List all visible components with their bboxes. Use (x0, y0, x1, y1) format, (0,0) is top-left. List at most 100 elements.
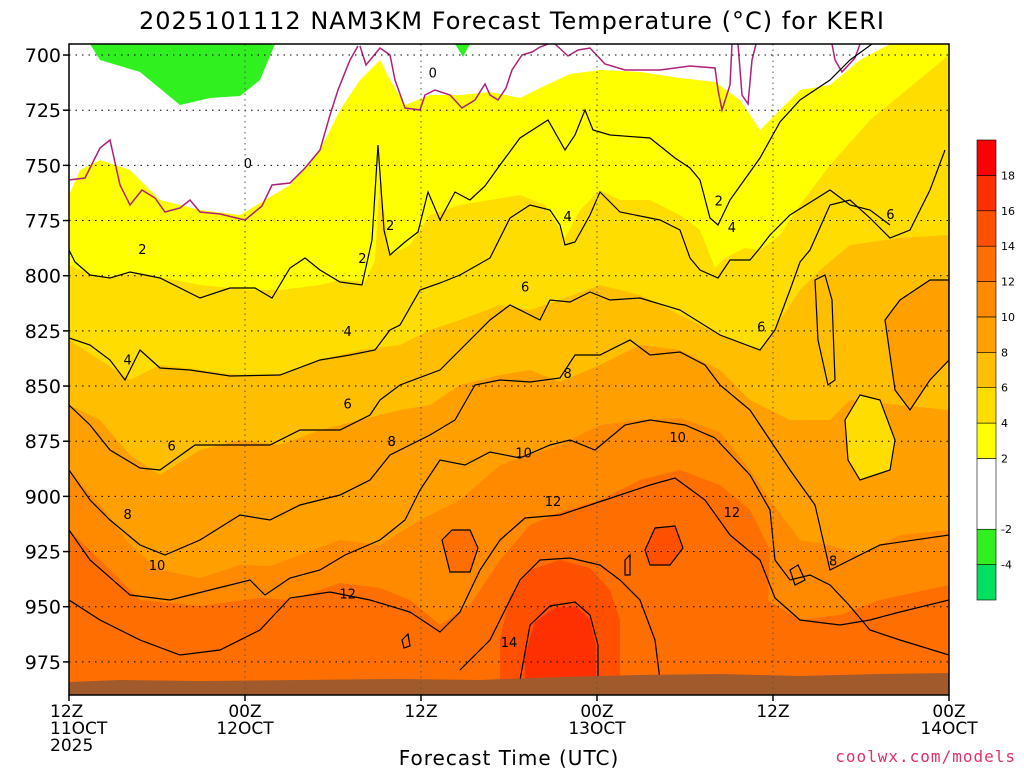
black-contours (69, 44, 949, 681)
contour-label: 4 (124, 354, 132, 369)
contour-10 (69, 419, 949, 656)
colorbar-tick-label: 4 (1001, 417, 1008, 430)
credit-text: coolwx.com/models (835, 747, 1016, 766)
y-tick-label: 700 (25, 45, 61, 67)
warm-cell-12-14 (645, 526, 683, 565)
contour-label: 6 (886, 208, 894, 223)
colorbar-swatch (976, 564, 997, 601)
colorbar-swatch (976, 528, 997, 565)
colorbar-swatch (976, 458, 997, 530)
colorbar-tick-label: 2 (1001, 452, 1008, 465)
contour-label: 8 (388, 435, 396, 450)
contour-4 (69, 189, 891, 382)
contour-label: 12 (339, 587, 356, 602)
contour-label: 4 (728, 221, 736, 236)
x-tick-label: 12Z (756, 702, 789, 722)
y-tick-label: 725 (25, 100, 61, 122)
contour-label: 6 (344, 398, 352, 413)
colorbar-swatch (976, 422, 997, 459)
contour-0 (69, 44, 861, 221)
contour-label: 10 (515, 446, 532, 461)
y-tick-label: 900 (25, 486, 61, 508)
colorbar-tick-label: 16 (1001, 205, 1015, 218)
contour-label: 2 (715, 195, 723, 210)
x-tick-label: 11OCT (50, 719, 108, 739)
colorbar-swatch (976, 245, 997, 282)
y-tick-label: 925 (25, 542, 61, 564)
y-tick-label: 950 (25, 597, 61, 619)
colorbar-swatch (976, 139, 997, 176)
cool-patch-4-6 (845, 395, 895, 480)
contour-12-small (401, 632, 411, 649)
cool-patch-6-8b (885, 280, 949, 410)
x-tick-label: 12Z (50, 702, 83, 722)
contour-label: 6 (521, 281, 529, 296)
contour-label: 2 (138, 243, 146, 258)
x-tick-label: 12OCT (216, 719, 274, 739)
contour-4-patch (844, 394, 896, 481)
contour-label: 0 (244, 157, 252, 172)
contour-6 (69, 149, 946, 471)
surface-terrain (69, 673, 949, 695)
x-tick-label: 13OCT (568, 719, 626, 739)
colorbar-tick-label: 18 (1001, 169, 1015, 182)
contour-label: 2 (386, 219, 394, 234)
contour-14 (459, 557, 661, 681)
contour-8 (69, 339, 949, 571)
colorbar-swatch (976, 175, 997, 212)
colorbar-tick-label: -2 (1001, 523, 1012, 536)
contour-label: 8 (564, 367, 572, 382)
plot-frame (68, 43, 950, 696)
y-tick-label: 825 (25, 321, 61, 343)
contour-label: 0 (429, 67, 437, 82)
y-tick-label: 800 (25, 266, 61, 288)
contour-label: 12 (724, 506, 741, 521)
y-tick-label: 775 (25, 211, 61, 233)
grid-lines (69, 44, 949, 695)
contour-12-cell-b (441, 529, 479, 573)
x-tick-label: 12Z (404, 702, 437, 722)
colorbar-tick-label: 12 (1001, 276, 1015, 289)
band-minus2-2 (69, 44, 890, 215)
y-tick-label: 975 (25, 652, 61, 674)
warm-cell-12-14b (442, 530, 478, 572)
x-tick-label: 14OCT (920, 719, 978, 739)
plot-area (69, 44, 949, 695)
chart-title: 2025101112 NAM3KM Forecast Temperature (… (139, 7, 885, 35)
colorbar-swatch (976, 387, 997, 424)
colorbar-tick-label: 6 (1001, 382, 1008, 395)
contour-10-small (624, 553, 631, 576)
x-tick-label: 00Z (580, 702, 613, 722)
y-axis-ticks: 700 725 750 775 800 825 850 875 900 925 950 975 (25, 45, 69, 674)
contour-label: 2 (358, 252, 366, 267)
cool-patch-6-8 (815, 275, 835, 385)
contour-12-cell (644, 525, 684, 566)
colorbar: 18 16 14 12 10 8 6 4 2 -2 -4 (976, 139, 1015, 601)
x-tick-label: 2025 (50, 736, 93, 756)
colorbar-swatch (976, 210, 997, 247)
x-axis-label: Forecast Time (UTC) (399, 746, 620, 768)
contour-label: 6 (168, 440, 176, 455)
band-minus4-minus2 (90, 44, 470, 105)
colorbar-tick-label: 14 (1001, 240, 1015, 253)
y-tick-label: 850 (25, 376, 61, 398)
contour-8-small (789, 564, 806, 586)
contour-label: 4 (344, 325, 352, 340)
contour-label: 14 (501, 636, 518, 651)
contour-label: 8 (124, 508, 132, 523)
contour-label: 8 (829, 554, 837, 569)
colorbar-tick-label: 10 (1001, 311, 1015, 324)
contour-label: 12 (545, 495, 562, 510)
contour-16 (519, 601, 599, 681)
x-tick-label: 00Z (932, 702, 965, 722)
contour-8-patch (884, 279, 949, 412)
colorbar-tick-label: -4 (1001, 559, 1012, 572)
x-tick-label: 00Z (228, 702, 261, 722)
contour-label: 4 (564, 210, 572, 225)
contour-label: 10 (149, 559, 166, 574)
colorbar-swatch (976, 316, 997, 353)
contour-label: 6 (757, 320, 765, 335)
